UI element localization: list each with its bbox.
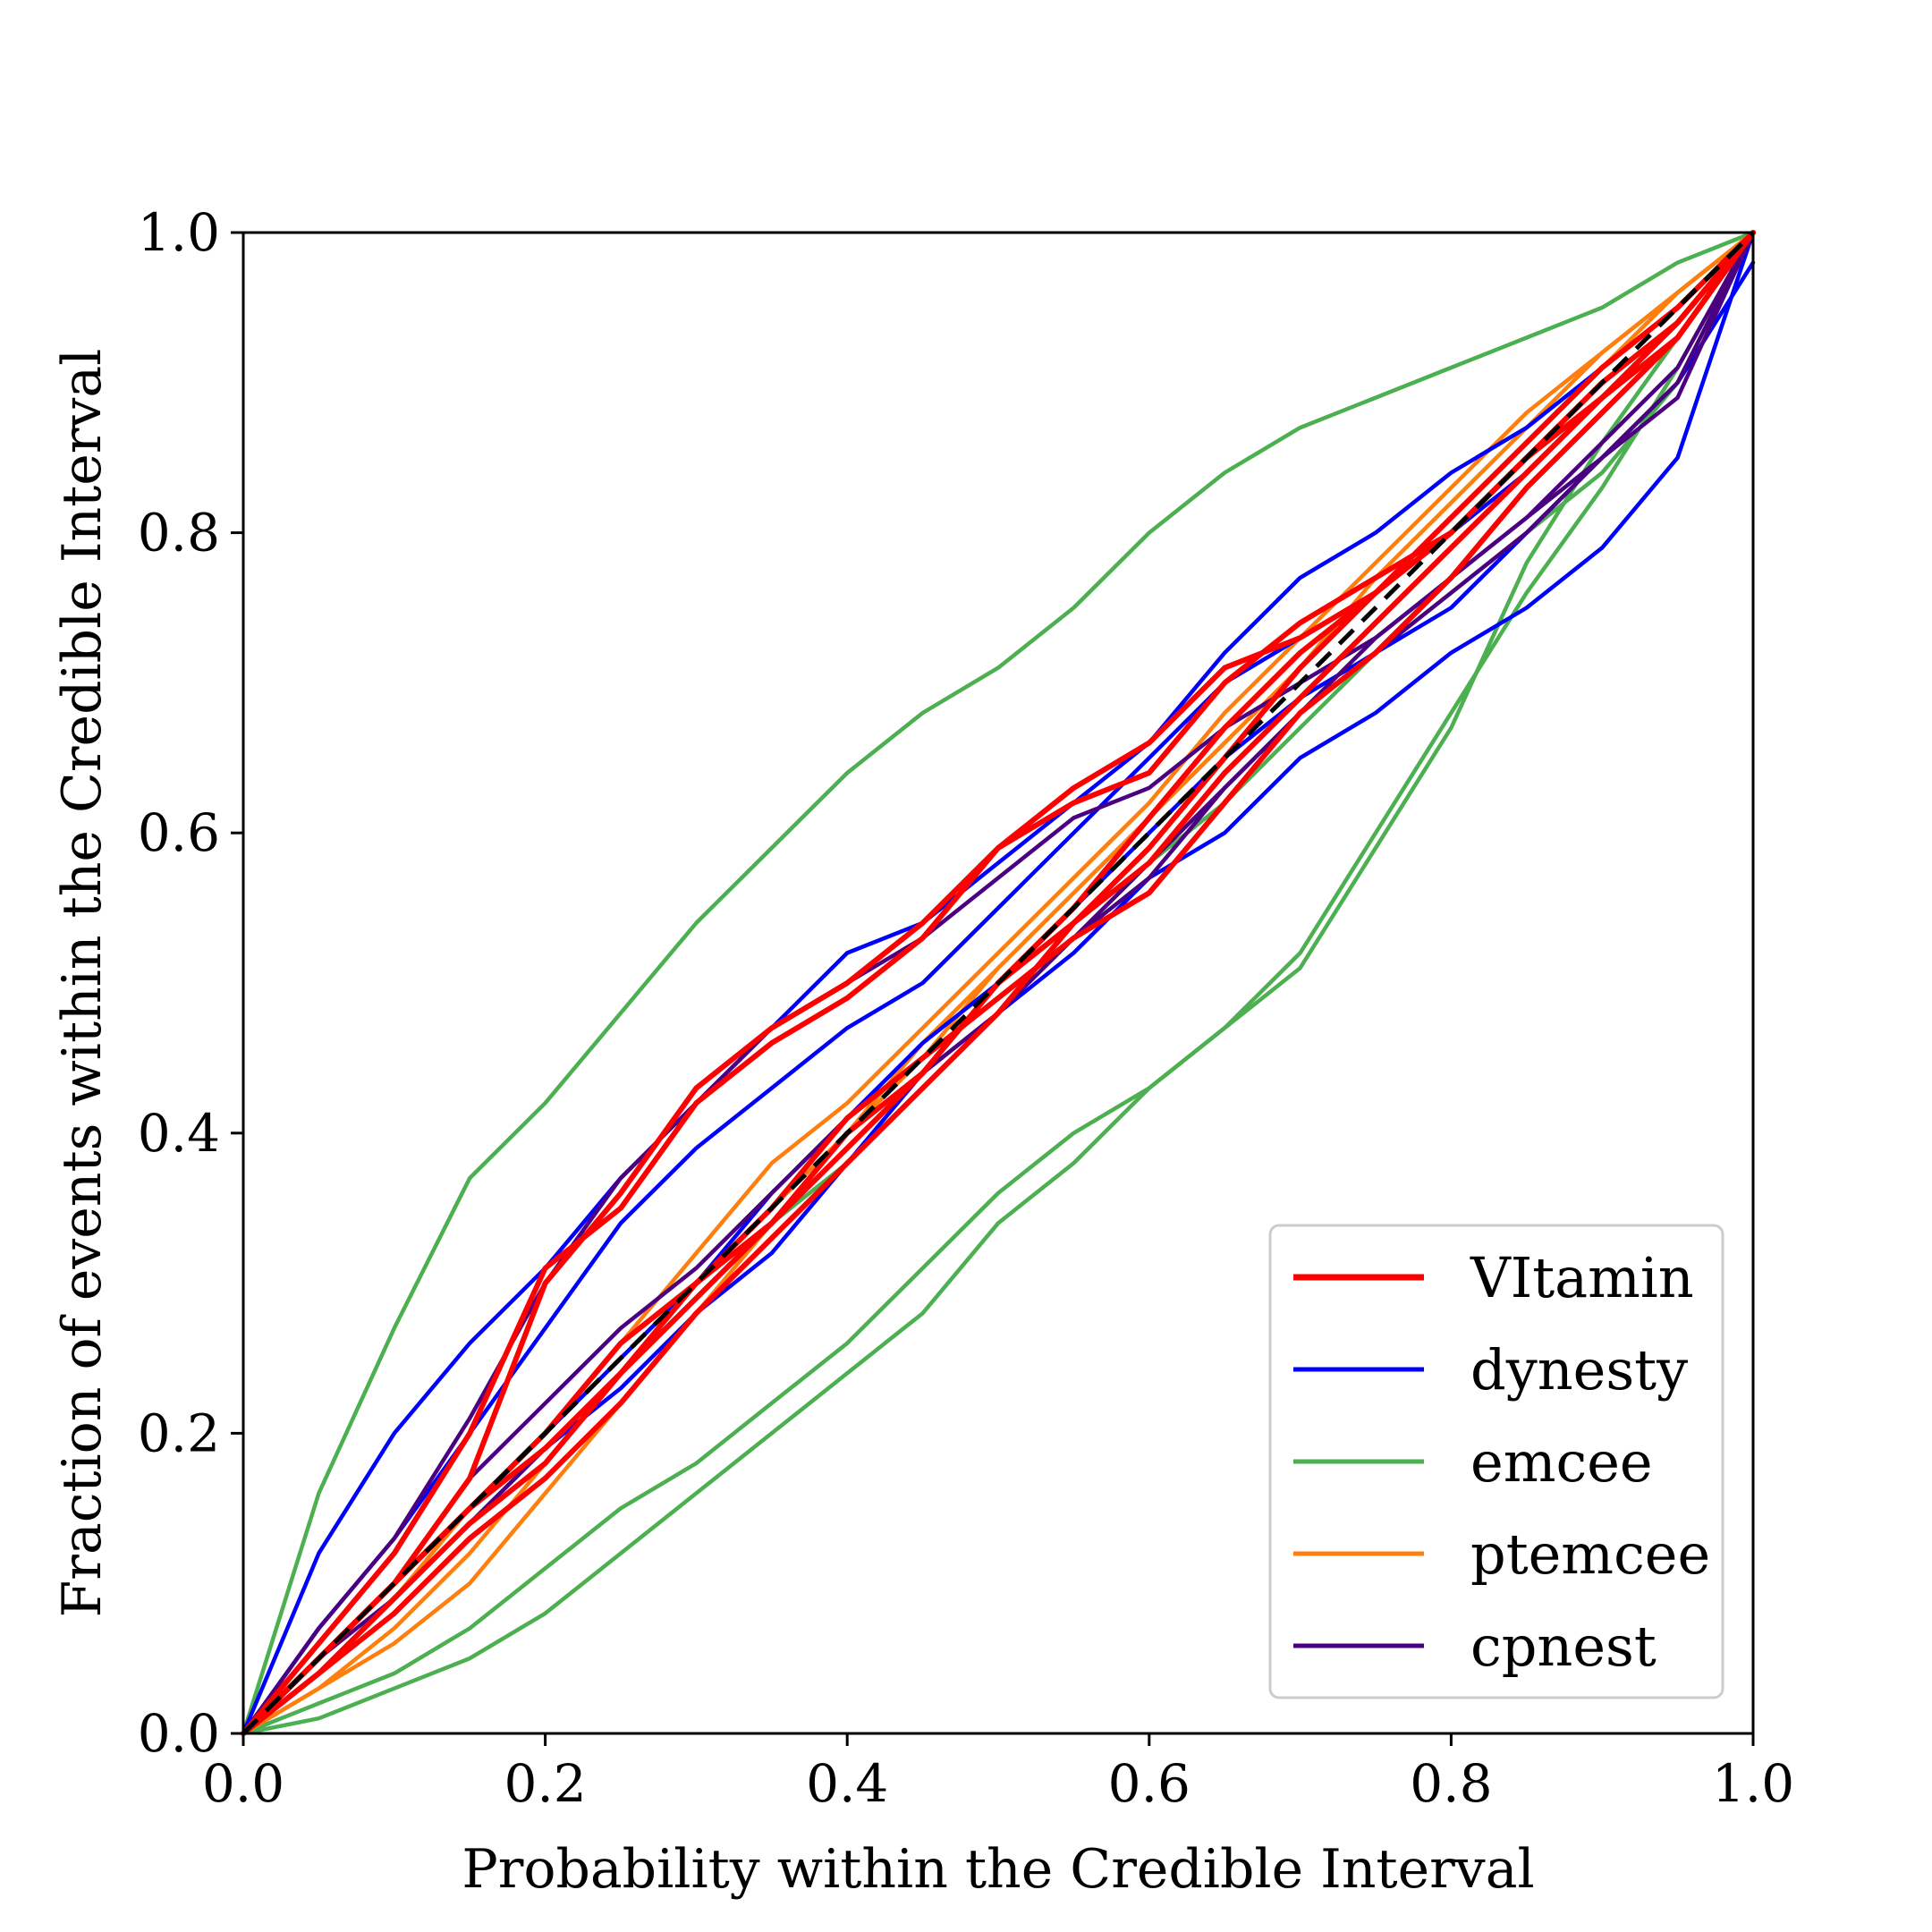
reference-diagonal-line xyxy=(242,231,1755,1735)
y-tick-label: 0.8 xyxy=(138,503,220,564)
axes-layer: 0.0 0.2 0.4 0.6 0.8 1.0 0.0 0.2 0.4 0.6 0.8 1.0 Prob… xyxy=(51,202,1794,1901)
legend-label-vitamin: VItamin xyxy=(1470,1245,1694,1310)
x-tick-label: 0.4 xyxy=(806,1753,888,1814)
legend-box xyxy=(1268,1224,1724,1699)
series-line-emcee-11 xyxy=(241,230,1756,1736)
y-tick-label: 0.2 xyxy=(138,1402,220,1463)
y-tick-label: 0.0 xyxy=(138,1703,220,1764)
x-tick-label: 0.6 xyxy=(1108,1753,1191,1814)
x-axis-label: Probability within the Credible Interval xyxy=(462,1838,1534,1901)
legend-label-cpnest: cpnest xyxy=(1470,1614,1657,1679)
plot-frame xyxy=(242,231,1755,1735)
series-line-dynesty-6 xyxy=(241,230,1756,1736)
legend-label-dynesty: dynesty xyxy=(1470,1337,1688,1402)
x-tick-label: 0.0 xyxy=(202,1753,284,1814)
legend: VItamin dynesty emcee ptemcee cpnest xyxy=(1268,1224,1724,1699)
series-line-dynesty-7 xyxy=(241,230,1756,1736)
y-tick-label: 0.4 xyxy=(138,1103,220,1164)
reference-layer xyxy=(242,231,1755,1735)
legend-label-ptemcee: ptemcee xyxy=(1470,1521,1710,1587)
series-line-emcee-10 xyxy=(241,230,1756,1736)
y-tick-label: 0.6 xyxy=(138,802,220,863)
x-tick-label: 0.8 xyxy=(1410,1753,1492,1814)
y-tick-label: 1.0 xyxy=(138,202,220,263)
legend-label-emcee: emcee xyxy=(1470,1429,1653,1495)
x-tick-label: 0.2 xyxy=(504,1753,586,1814)
series-line-emcee-12 xyxy=(241,230,1756,1736)
y-axis-label: Fraction of events within the Credible I… xyxy=(51,349,114,1618)
x-tick-label: 1.0 xyxy=(1712,1753,1794,1814)
